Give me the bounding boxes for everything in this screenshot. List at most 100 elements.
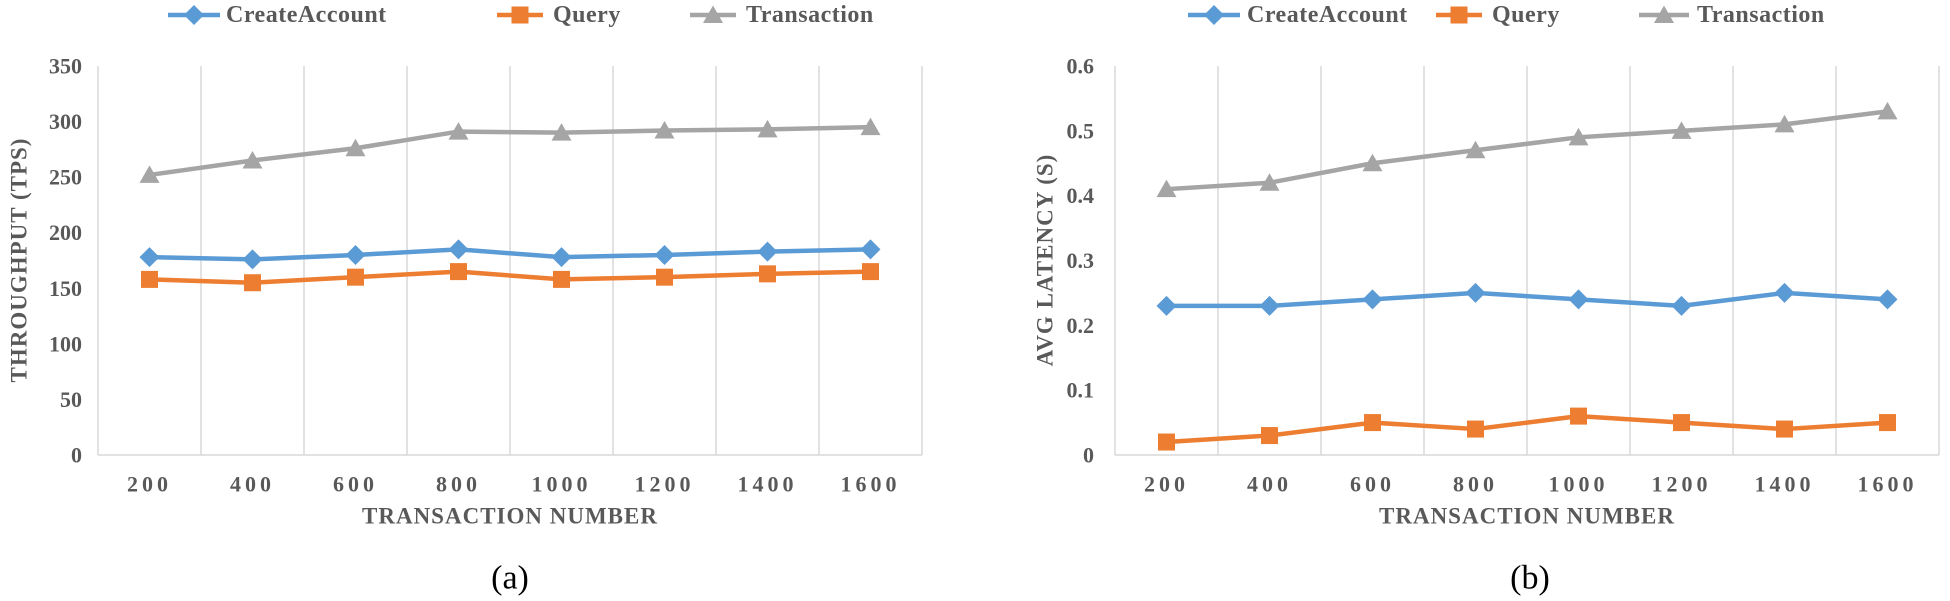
y-tick-label: 0.3 bbox=[1067, 248, 1095, 273]
createaccount-point bbox=[1259, 295, 1280, 316]
x-tick-label: 1600 bbox=[1858, 472, 1918, 497]
x-tick-label: 1000 bbox=[532, 472, 592, 497]
legend-item-createaccount: CreateAccount bbox=[1188, 2, 1408, 28]
x-tick-label: 200 bbox=[1144, 472, 1189, 497]
legend-item-query: Query bbox=[497, 2, 620, 28]
y-tick-labels: 0 50 100 150 200 250 300 350 bbox=[49, 54, 82, 468]
y-tick-label: 0.1 bbox=[1067, 378, 1095, 403]
chart-a: THROUGHPUT (TPS) TRANSACTION NUMBER (a) … bbox=[7, 2, 923, 597]
query-point bbox=[450, 263, 467, 281]
createaccount-line bbox=[147, 247, 873, 262]
createaccount-point bbox=[757, 241, 778, 262]
transaction-point bbox=[139, 165, 160, 183]
y-tick-label: 200 bbox=[49, 220, 82, 245]
createaccount-point bbox=[139, 247, 160, 268]
x-tick-label: 1600 bbox=[841, 472, 901, 497]
transaction-point bbox=[1671, 121, 1692, 139]
x-tick-label: 1400 bbox=[738, 472, 798, 497]
y-tick-label: 0.6 bbox=[1067, 54, 1095, 79]
series-query bbox=[1158, 407, 1896, 451]
query-point bbox=[1158, 433, 1175, 451]
transaction-point bbox=[448, 122, 469, 140]
query-point bbox=[141, 270, 158, 288]
transaction-point bbox=[1774, 114, 1795, 133]
transaction-line bbox=[147, 124, 873, 178]
y-tick-label: 0.5 bbox=[1067, 118, 1095, 143]
legend-label: Query bbox=[1492, 2, 1560, 28]
createaccount-point bbox=[1877, 289, 1898, 310]
chart-b: AVG LATENCY (S) TRANSACTION NUMBER (b) 0… bbox=[1033, 2, 1940, 597]
y-axis-title: AVG LATENCY (S) bbox=[1033, 154, 1058, 367]
x-tick-label: 600 bbox=[1350, 472, 1395, 497]
transaction-point bbox=[1362, 153, 1383, 172]
query-point bbox=[1570, 407, 1587, 425]
createaccount-point bbox=[654, 244, 675, 265]
transaction-point bbox=[1568, 127, 1589, 146]
legend-item-transaction: Transaction bbox=[690, 2, 874, 28]
y-tick-label: 50 bbox=[60, 387, 82, 412]
query-point bbox=[1364, 414, 1381, 432]
y-tick-label: 0.4 bbox=[1067, 183, 1095, 208]
legend-square-icon bbox=[511, 6, 529, 24]
query-point bbox=[862, 263, 879, 281]
query-point bbox=[759, 265, 776, 283]
x-axis-title: TRANSACTION NUMBER bbox=[362, 504, 658, 529]
createaccount-point bbox=[1774, 282, 1795, 303]
legend-label: Transaction bbox=[746, 2, 874, 28]
createaccount-point bbox=[1671, 295, 1692, 316]
series-transaction bbox=[1156, 101, 1898, 198]
transaction-point bbox=[1465, 140, 1486, 159]
createaccount-line bbox=[1164, 290, 1890, 309]
createaccount-point bbox=[448, 239, 469, 260]
x-tick-label: 600 bbox=[333, 472, 378, 497]
x-tick-label: 800 bbox=[1453, 472, 1498, 497]
query-point bbox=[553, 270, 570, 288]
legend-item-createaccount: CreateAccount bbox=[168, 2, 387, 28]
transaction-point bbox=[242, 150, 263, 169]
transaction-point bbox=[654, 120, 675, 139]
transaction-point bbox=[757, 119, 778, 138]
createaccount-point bbox=[860, 239, 881, 260]
legend-triangle-icon bbox=[703, 5, 723, 23]
x-tick-label: 1200 bbox=[635, 472, 695, 497]
y-axis-title: THROUGHPUT (TPS) bbox=[7, 138, 32, 383]
y-tick-label: 0 bbox=[71, 443, 82, 468]
query-point bbox=[1467, 420, 1484, 438]
y-tick-label: 0 bbox=[1083, 443, 1094, 468]
transaction-line bbox=[1164, 109, 1890, 192]
legend-diamond-icon bbox=[184, 5, 204, 25]
series-createaccount bbox=[1156, 282, 1898, 316]
createaccount-point bbox=[551, 247, 572, 268]
transaction-point bbox=[1259, 173, 1280, 191]
query-point bbox=[1879, 414, 1896, 432]
x-axis-title: TRANSACTION NUMBER bbox=[1379, 504, 1675, 529]
query-point bbox=[1673, 414, 1690, 432]
y-tick-label: 100 bbox=[49, 331, 82, 356]
query-line bbox=[147, 269, 873, 285]
x-tick-label: 1000 bbox=[1549, 472, 1609, 497]
transaction-point bbox=[1156, 179, 1177, 198]
vertical-gridlines bbox=[1114, 66, 1940, 455]
legend-triangle-icon bbox=[1654, 5, 1674, 23]
y-tick-label: 350 bbox=[49, 54, 82, 79]
transaction-point bbox=[860, 117, 881, 136]
x-tick-label: 200 bbox=[127, 472, 172, 497]
x-tick-label: 400 bbox=[1247, 472, 1292, 497]
x-tick-label: 400 bbox=[230, 472, 275, 497]
query-point bbox=[1261, 427, 1278, 445]
query-point bbox=[347, 268, 364, 286]
x-tick-label: 800 bbox=[436, 472, 481, 497]
createaccount-point bbox=[1156, 295, 1177, 316]
legend-square-icon bbox=[1450, 6, 1468, 24]
legend-label: CreateAccount bbox=[226, 2, 387, 28]
x-tick-labels: 200 400 600 800 1000 1200 1400 1600 bbox=[127, 472, 901, 497]
x-tick-label: 1400 bbox=[1755, 472, 1815, 497]
y-tick-labels: 0 0.1 0.2 0.3 0.4 0.5 0.6 bbox=[1067, 54, 1095, 468]
y-tick-label: 0.2 bbox=[1067, 313, 1095, 338]
transaction-point bbox=[345, 138, 366, 157]
legend-label: CreateAccount bbox=[1247, 2, 1408, 28]
y-tick-label: 300 bbox=[49, 109, 82, 134]
transaction-point bbox=[551, 123, 572, 141]
legend-diamond-icon bbox=[1204, 5, 1224, 25]
